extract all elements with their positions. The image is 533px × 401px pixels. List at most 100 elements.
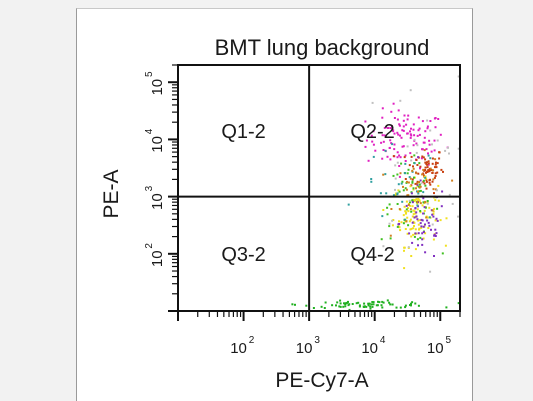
data-point bbox=[392, 102, 395, 105]
data-point bbox=[380, 238, 383, 241]
data-point bbox=[367, 159, 370, 162]
data-point bbox=[424, 184, 427, 187]
data-point bbox=[402, 145, 405, 148]
data-point bbox=[417, 244, 419, 247]
data-point bbox=[424, 232, 427, 235]
data-point bbox=[429, 183, 432, 186]
data-point bbox=[410, 191, 413, 194]
y-tick-label-group: 104 bbox=[144, 128, 166, 153]
data-point bbox=[431, 223, 434, 226]
data-point bbox=[427, 160, 430, 163]
data-point bbox=[382, 209, 385, 211]
data-point bbox=[420, 226, 423, 229]
y-tick-exponent: 3 bbox=[144, 185, 155, 191]
data-point bbox=[405, 200, 408, 203]
data-point bbox=[396, 173, 399, 176]
data-point bbox=[426, 200, 429, 202]
data-point bbox=[406, 180, 408, 183]
y-tick-label-group: 105 bbox=[144, 71, 166, 96]
data-point bbox=[431, 213, 434, 216]
data-point bbox=[421, 232, 424, 235]
data-point bbox=[381, 157, 384, 160]
data-point bbox=[432, 212, 435, 215]
data-point bbox=[418, 190, 421, 193]
data-point bbox=[358, 304, 361, 307]
data-point bbox=[397, 223, 400, 226]
data-point bbox=[451, 202, 454, 205]
data-point bbox=[386, 155, 389, 158]
data-point bbox=[411, 181, 414, 184]
data-point bbox=[421, 148, 423, 151]
data-point bbox=[421, 204, 424, 207]
data-point bbox=[403, 249, 405, 252]
data-point bbox=[407, 224, 410, 227]
data-point bbox=[403, 267, 406, 270]
data-point bbox=[447, 146, 449, 149]
data-point bbox=[425, 171, 427, 174]
data-point bbox=[357, 301, 360, 304]
data-point bbox=[437, 118, 440, 120]
x-tick-label: 10 bbox=[361, 340, 378, 357]
data-point bbox=[381, 107, 384, 110]
data-point bbox=[401, 200, 404, 203]
data-point bbox=[424, 201, 427, 204]
quadrant-label-q4-2: Q4-2 bbox=[350, 244, 394, 266]
data-point bbox=[392, 155, 395, 158]
data-point bbox=[414, 207, 417, 209]
data-point bbox=[413, 216, 416, 219]
data-point bbox=[367, 304, 370, 307]
data-point bbox=[355, 302, 358, 305]
y-tick-label-group: 103 bbox=[144, 185, 166, 210]
data-point bbox=[370, 134, 373, 137]
data-point bbox=[384, 173, 387, 176]
data-point bbox=[403, 114, 406, 117]
data-point bbox=[404, 162, 407, 165]
data-point bbox=[415, 187, 417, 190]
data-point bbox=[407, 207, 409, 210]
data-point bbox=[413, 210, 416, 213]
data-point bbox=[433, 149, 436, 152]
data-point bbox=[391, 303, 394, 306]
data-point bbox=[401, 129, 404, 132]
data-point bbox=[396, 131, 399, 134]
data-point bbox=[415, 172, 418, 175]
data-point bbox=[419, 202, 422, 205]
data-point bbox=[420, 182, 423, 185]
data-point bbox=[399, 229, 402, 232]
data-point bbox=[371, 140, 374, 143]
data-point bbox=[423, 174, 425, 177]
data-point bbox=[370, 178, 373, 180]
data-point bbox=[351, 303, 354, 305]
data-point bbox=[323, 307, 326, 309]
data-point bbox=[410, 192, 413, 195]
data-point bbox=[401, 180, 404, 183]
data-point bbox=[433, 176, 436, 179]
data-point bbox=[435, 189, 438, 192]
data-point bbox=[419, 222, 422, 225]
data-point bbox=[426, 219, 429, 222]
data-point bbox=[391, 143, 394, 146]
data-point bbox=[408, 220, 411, 223]
data-point bbox=[428, 168, 431, 171]
data-point bbox=[396, 151, 399, 154]
data-point bbox=[423, 209, 426, 212]
data-point bbox=[389, 139, 392, 142]
data-point bbox=[392, 174, 395, 177]
data-point bbox=[438, 151, 441, 154]
data-point bbox=[344, 303, 347, 305]
data-point bbox=[438, 157, 441, 160]
data-point bbox=[417, 199, 420, 202]
data-point bbox=[398, 175, 401, 178]
data-point bbox=[444, 149, 447, 152]
data-point bbox=[419, 179, 422, 182]
data-point bbox=[320, 305, 323, 308]
data-point bbox=[413, 221, 416, 224]
data-point bbox=[324, 301, 327, 304]
data-point bbox=[346, 301, 349, 304]
data-point bbox=[426, 216, 429, 219]
data-point bbox=[422, 212, 425, 215]
data-point bbox=[410, 159, 413, 162]
data-point bbox=[398, 208, 401, 211]
data-point bbox=[372, 301, 375, 304]
data-point bbox=[347, 304, 350, 307]
